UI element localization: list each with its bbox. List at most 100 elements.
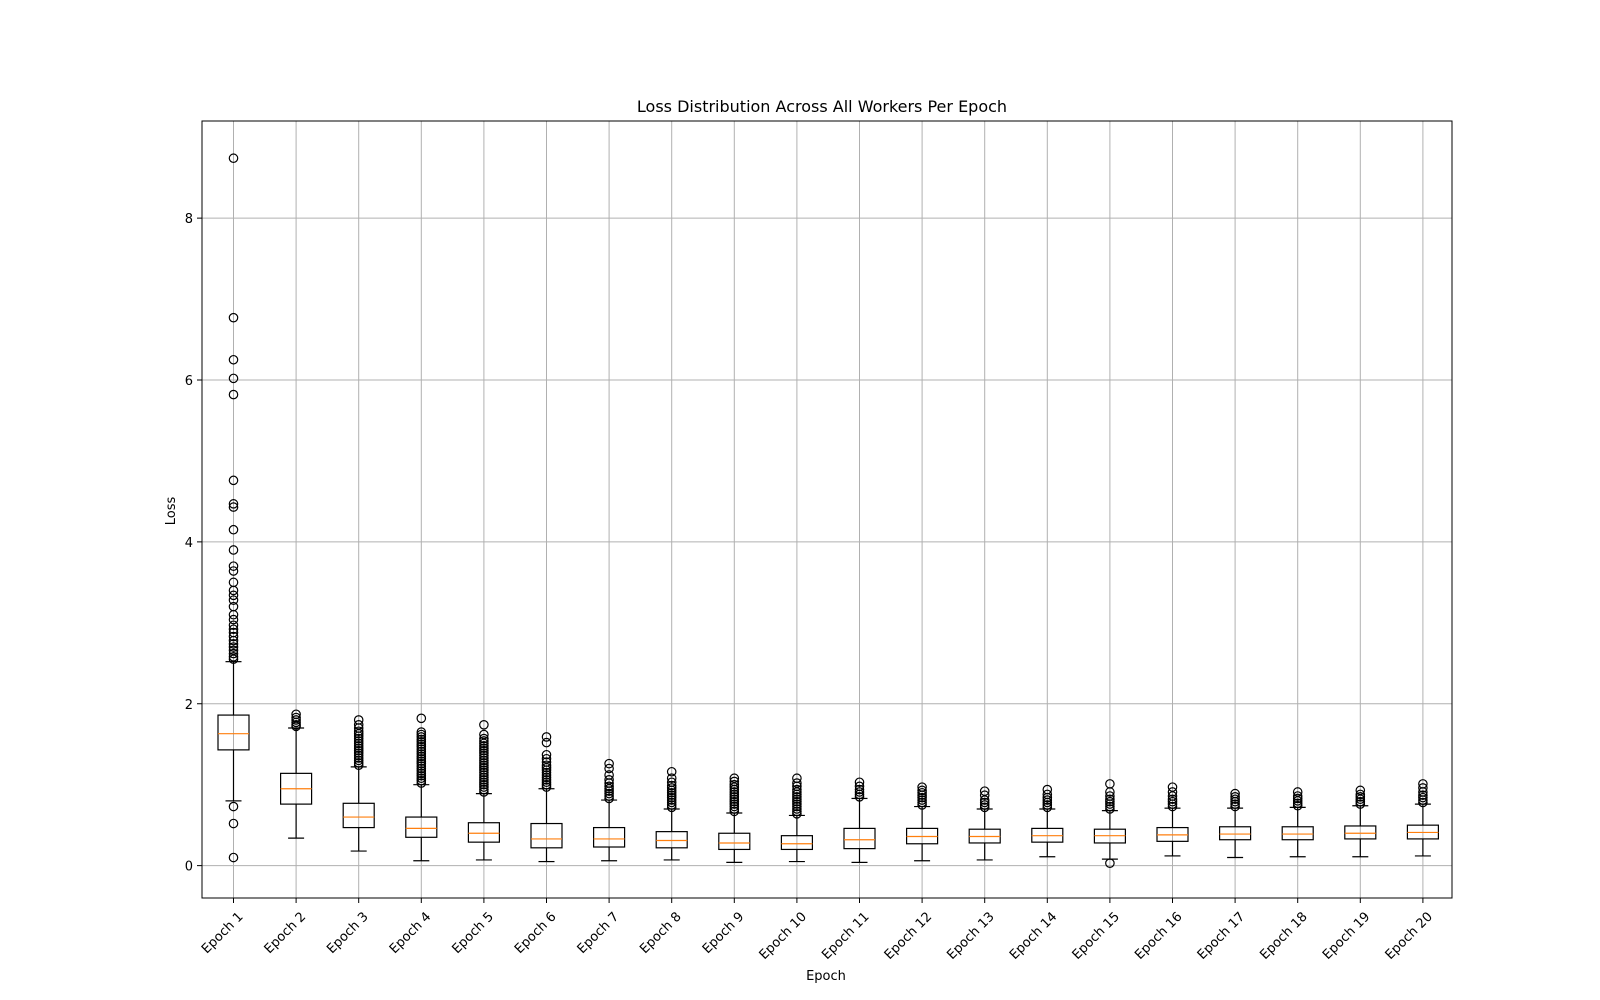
outlier-point (541, 772, 552, 783)
outlier-point (228, 627, 239, 638)
outlier-point (541, 732, 552, 742)
outlier-point (353, 743, 364, 754)
y-axis-label: Loss (164, 497, 179, 526)
outlier-point (353, 755, 364, 766)
outlier-point (479, 779, 489, 790)
outlier-point (291, 712, 301, 723)
x-tick-label: Epoch 1 (199, 909, 247, 957)
outlier-point (792, 773, 802, 784)
outlier-point (479, 762, 489, 773)
y-axis-ticks: 0 2 4 6 8 (185, 212, 202, 875)
outlier-point (604, 781, 614, 792)
box-group (655, 766, 688, 861)
outlier-point (917, 782, 927, 792)
outlier-point (228, 639, 239, 649)
outlier-point (228, 801, 239, 812)
outlier-point (416, 749, 427, 759)
box-group (467, 719, 500, 861)
outlier-point (353, 758, 364, 768)
outlier-point (666, 790, 677, 801)
outlier-point (353, 741, 364, 751)
outlier-point (416, 758, 427, 769)
outlier-point (792, 799, 802, 809)
outlier-point (1355, 796, 1366, 807)
iqr-box (1281, 826, 1314, 841)
outlier-point (854, 784, 865, 795)
outlier-point (979, 786, 990, 796)
x-tick-label: Epoch 8 (637, 909, 685, 957)
outlier-point (479, 748, 489, 758)
outlier-point (416, 734, 427, 745)
iqr-box (530, 822, 563, 849)
outlier-point (541, 749, 552, 760)
y-tick-label: 0 (185, 860, 193, 875)
outlier-point (1105, 858, 1115, 868)
iqr-box (592, 826, 626, 848)
outlier-point (729, 804, 740, 814)
iqr-box (843, 827, 876, 850)
outlier-point (854, 777, 865, 788)
outlier-point (666, 780, 677, 791)
outlier-point (792, 801, 802, 812)
outlier-point (353, 733, 364, 744)
outlier-point (228, 561, 239, 571)
outlier-point (604, 770, 614, 780)
y-tick-label: 6 (185, 374, 193, 389)
outlier-point (228, 601, 239, 612)
outlier-point (228, 818, 239, 829)
outlier-point (228, 153, 239, 164)
outlier-point (1418, 792, 1428, 803)
outlier-point (1418, 797, 1428, 808)
outlier-point (1167, 801, 1178, 812)
outlier-point (228, 624, 239, 635)
outlier-point (479, 758, 489, 768)
outlier-point (729, 776, 740, 787)
box-group (1093, 779, 1127, 868)
box-group (1156, 782, 1189, 857)
outlier-point (1292, 798, 1303, 809)
outlier-point (228, 631, 239, 642)
outlier-point (792, 794, 802, 805)
outlier-point (1292, 800, 1303, 811)
outlier-point (729, 773, 740, 784)
outlier-point (604, 775, 614, 785)
outlier-point (729, 792, 740, 802)
box-group (342, 715, 375, 852)
y-tick-label: 2 (185, 698, 193, 713)
iqr-box (405, 816, 438, 838)
outlier-point (541, 767, 552, 778)
outlier-point (979, 800, 990, 810)
outlier-point (1167, 787, 1178, 797)
outlier-point (917, 795, 927, 805)
outlier-point (666, 773, 677, 784)
outlier-point (792, 796, 802, 807)
outlier-point (416, 751, 427, 762)
outlier-point (479, 772, 489, 783)
box-group (1344, 785, 1377, 858)
outlier-point (1167, 794, 1178, 805)
box-group (968, 786, 1001, 861)
outlier-point (729, 799, 740, 809)
outlier-point (479, 729, 489, 740)
x-tick-label: Epoch 13 (944, 909, 997, 962)
outlier-point (228, 652, 239, 662)
outlier-point (917, 785, 927, 796)
outlier-point (1418, 783, 1428, 793)
outlier-point (479, 750, 489, 761)
outlier-point (1042, 789, 1053, 800)
outlier-point (228, 524, 239, 535)
outlier-point (479, 719, 489, 730)
outlier-point (1292, 787, 1303, 797)
outlier-point (291, 715, 301, 725)
box-group (843, 777, 876, 863)
iqr-box (342, 802, 375, 829)
outlier-point (979, 790, 990, 801)
outlier-point (541, 737, 552, 748)
outlier-point (416, 761, 427, 771)
x-axis-ticks: Epoch 1 Epoch 2 Epoch 3 Epoch 4 Epoch 5 Epoch… (199, 898, 1436, 963)
outlier-point (353, 748, 364, 758)
outlier-point (416, 778, 427, 788)
outlier-point (416, 766, 427, 776)
outlier-point (979, 797, 990, 808)
